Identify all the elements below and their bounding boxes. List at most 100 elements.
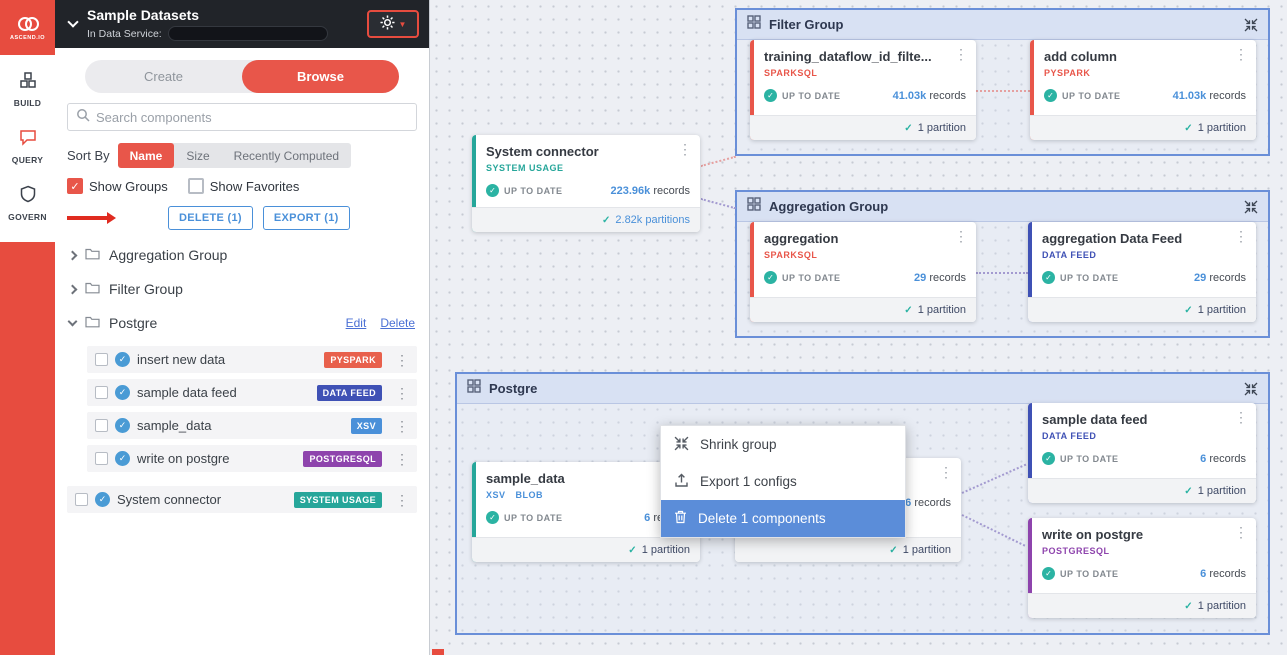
tree-group-aggregation[interactable]: Aggregation Group (55, 238, 429, 272)
card-status-text: UP TO DATE (782, 90, 841, 101)
partition-count: 1 partition (902, 544, 951, 556)
component-card-system-connector[interactable]: System connector SYSTEM USAGE ✓ UP TO DA… (472, 135, 700, 232)
row-checkbox[interactable] (75, 493, 88, 506)
card-type-tag: SPARKSQL (764, 68, 818, 78)
card-kebab-menu[interactable]: ⋮ (954, 46, 968, 62)
card-kebab-menu[interactable]: ⋮ (954, 228, 968, 244)
card-status-text: UP TO DATE (1060, 272, 1119, 283)
card-kebab-menu[interactable]: ⋮ (1234, 409, 1248, 425)
delete-selected-button[interactable]: DELETE (1) (168, 206, 253, 230)
card-kebab-menu[interactable]: ⋮ (1234, 228, 1248, 244)
data-service-label: In Data Service: (87, 27, 162, 40)
card-status-text: UP TO DATE (1060, 568, 1119, 579)
context-menu-export-configs[interactable]: Export 1 configs (661, 463, 905, 500)
data-service-input[interactable] (167, 26, 328, 41)
scrollbar-thumb[interactable] (432, 649, 444, 655)
list-item-sample-data-feed[interactable]: ✓ sample data feed DATA FEED ⋮ (87, 379, 417, 406)
tab-browse[interactable]: Browse (242, 60, 399, 93)
tree-group-filter[interactable]: Filter Group (55, 272, 429, 306)
partition-count: 1 partition (917, 304, 966, 316)
card-stripe (472, 135, 476, 232)
type-badge: POSTGRESQL (303, 450, 382, 467)
group-grid-icon (747, 197, 761, 216)
partition-check-icon: ✓ (889, 544, 898, 556)
row-kebab-menu[interactable]: ⋮ (395, 491, 409, 508)
partition-check-icon: ✓ (1184, 122, 1193, 134)
card-kebab-menu[interactable]: ⋮ (1234, 524, 1248, 540)
partition-check-icon: ✓ (1184, 304, 1193, 316)
card-kebab-menu[interactable]: ⋮ (939, 464, 953, 480)
component-card-write-on-postgre[interactable]: write on postgre POSTGRESQL ✓ UP TO DATE… (1028, 518, 1256, 618)
card-kebab-menu[interactable]: ⋮ (678, 141, 692, 157)
govern-icon (19, 185, 37, 208)
row-checkbox[interactable] (95, 452, 108, 465)
group-aggregation-header[interactable]: Aggregation Group (737, 192, 1268, 222)
up-to-date-icon: ✓ (1044, 89, 1057, 102)
sort-option-name[interactable]: Name (117, 143, 175, 168)
component-card-aggregation-data-feed[interactable]: aggregation Data Feed DATA FEED ✓ UP TO … (1028, 222, 1256, 322)
sort-option-recently-computed[interactable]: Recently Computed (233, 148, 340, 163)
nav-query[interactable]: QUERY (0, 118, 55, 175)
delete-group-link[interactable]: Delete (380, 316, 415, 330)
chevron-right-icon[interactable] (67, 284, 78, 294)
dataflow-canvas[interactable]: Filter Group Aggregation Group (430, 0, 1287, 655)
component-card-add-column[interactable]: add column PYSPARK ✓ UP TO DATE 41.03k r… (1030, 40, 1256, 140)
edit-group-link[interactable]: Edit (345, 316, 367, 330)
list-item-write-on-postgre[interactable]: ✓ write on postgre POSTGRESQL ⋮ (87, 445, 417, 472)
shrink-group-icon[interactable] (1244, 200, 1258, 214)
context-menu-shrink-group[interactable]: Shrink group (661, 426, 905, 463)
nav-govern[interactable]: GOVERN (0, 175, 55, 232)
card-title: write on postgre (1042, 527, 1144, 542)
row-kebab-menu[interactable]: ⋮ (395, 417, 409, 434)
show-favorites-checkbox[interactable] (187, 178, 204, 194)
list-item-sample-data[interactable]: ✓ sample_data XSV ⋮ (87, 412, 417, 439)
card-kebab-menu[interactable]: ⋮ (1234, 46, 1248, 62)
nav-build[interactable]: BUILD (0, 61, 55, 118)
up-to-date-circle-icon: ✓ (115, 451, 130, 466)
records-count: 41.03k (892, 89, 927, 102)
list-item-system-connector[interactable]: ✓ System connector SYSTEM USAGE ⋮ (67, 486, 417, 513)
component-card-training-dataflow[interactable]: training_dataflow_id_filte... SPARKSQL ✓… (750, 40, 976, 140)
up-to-date-icon: ✓ (764, 271, 777, 284)
settings-caret-icon: ▼ (398, 19, 407, 29)
show-favorites-label: Show Favorites (209, 178, 300, 194)
create-browse-toggle: Create Browse (85, 60, 399, 93)
context-menu-delete-components[interactable]: Delete 1 components (661, 500, 905, 537)
row-checkbox[interactable] (95, 353, 108, 366)
connector-line (700, 155, 737, 167)
tree-group-label: Postgre (109, 315, 158, 331)
shrink-group-icon[interactable] (1244, 382, 1258, 396)
collapse-panel-chevron-icon[interactable] (67, 15, 79, 28)
sort-option-size[interactable]: Size (186, 148, 210, 163)
row-kebab-menu[interactable]: ⋮ (395, 450, 409, 467)
group-postgre-header[interactable]: Postgre (457, 374, 1268, 404)
row-kebab-menu[interactable]: ⋮ (395, 384, 409, 401)
tab-create[interactable]: Create (143, 69, 184, 84)
row-kebab-menu[interactable]: ⋮ (395, 351, 409, 368)
sort-chips: Name Size Recently Computed (117, 143, 352, 168)
card-stripe (750, 40, 754, 140)
list-item-insert-new-data[interactable]: ✓ insert new data PYSPARK ⋮ (87, 346, 417, 373)
component-card-sample-data-feed[interactable]: sample data feed DATA FEED ✓ UP TO DATE … (1028, 403, 1256, 503)
shrink-icon (674, 436, 689, 454)
settings-button[interactable]: ▼ (367, 10, 419, 38)
components-tree: Aggregation Group Filter Group Postgre E… (55, 238, 429, 513)
tree-group-postgre[interactable]: Postgre Edit Delete (55, 306, 429, 340)
card-type-tag: XSV (486, 490, 506, 500)
group-filter-header[interactable]: Filter Group (737, 10, 1268, 40)
chevron-right-icon[interactable] (67, 250, 78, 260)
chevron-down-icon[interactable] (67, 316, 78, 326)
card-title: aggregation Data Feed (1042, 231, 1183, 246)
row-checkbox[interactable] (95, 419, 108, 432)
row-checkbox[interactable] (95, 386, 108, 399)
component-card-aggregation[interactable]: aggregation SPARKSQL ✓ UP TO DATE 29 rec… (750, 222, 976, 322)
search-input[interactable] (96, 109, 408, 125)
export-selected-button[interactable]: EXPORT (1) (262, 206, 350, 230)
type-badge: XSV (350, 417, 382, 434)
group-grid-icon (747, 15, 761, 34)
show-groups-checkbox[interactable]: ✓ (67, 178, 83, 194)
shrink-group-icon[interactable] (1244, 18, 1258, 32)
trash-icon (674, 510, 687, 527)
ascend-logo[interactable]: ASCEND.IO (0, 0, 55, 55)
card-stripe (1030, 40, 1034, 140)
